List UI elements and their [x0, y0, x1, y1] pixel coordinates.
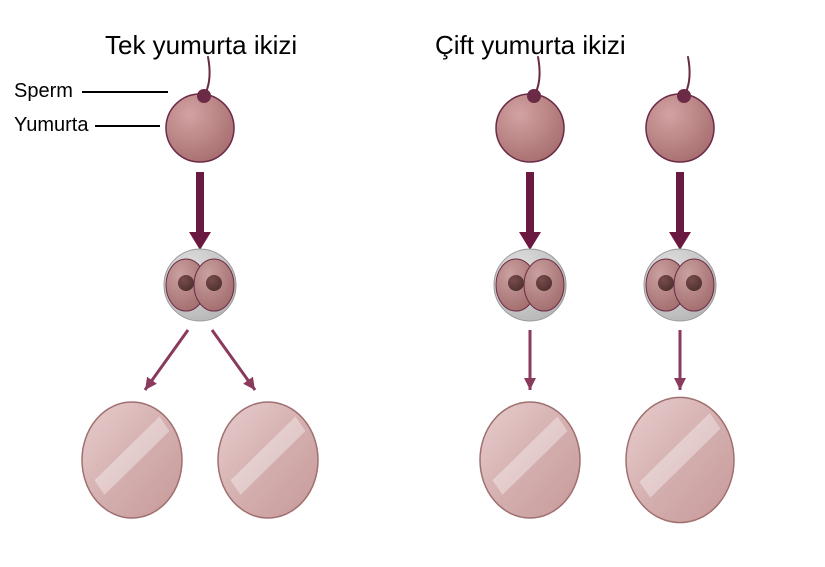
embryo-oval [82, 402, 182, 518]
thin-arrow [212, 330, 255, 390]
thin-arrow [524, 330, 536, 390]
fertilized-egg [166, 57, 234, 162]
twin-diagram [0, 0, 825, 567]
thin-arrow [674, 330, 686, 390]
thick-arrow [519, 172, 541, 250]
embryo-oval [218, 402, 318, 518]
two-cell-zygote [494, 249, 566, 321]
fertilized-egg [646, 57, 714, 162]
embryo-oval [480, 402, 580, 518]
thin-arrow [145, 330, 188, 390]
two-cell-zygote [164, 249, 236, 321]
fertilized-egg [496, 57, 564, 162]
thick-arrow [669, 172, 691, 250]
thick-arrow [189, 172, 211, 250]
two-cell-zygote [644, 249, 716, 321]
embryo-oval [626, 397, 734, 522]
